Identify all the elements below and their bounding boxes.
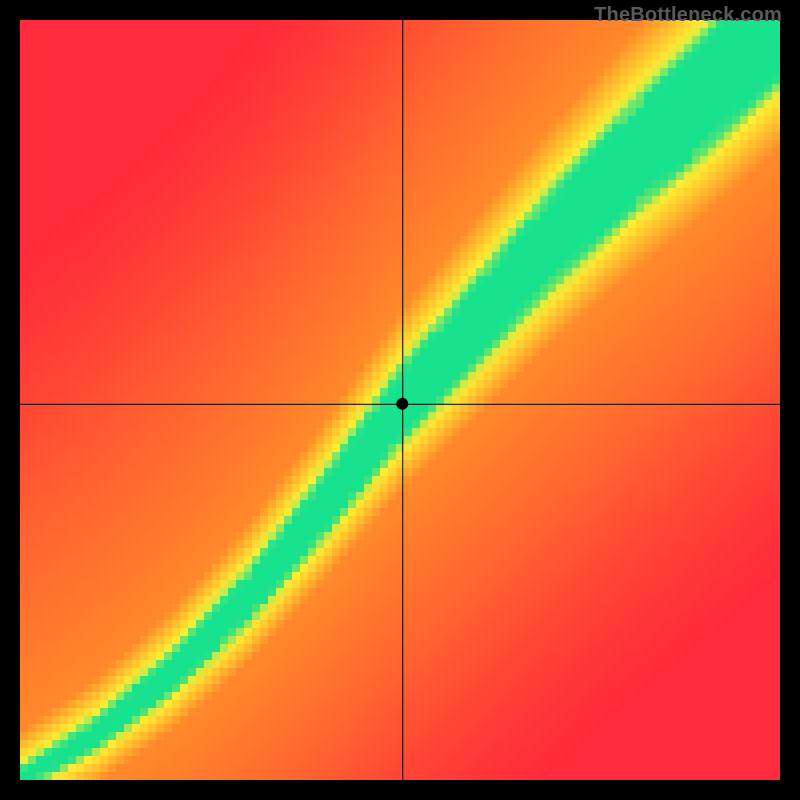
attribution-text: TheBottleneck.com: [594, 4, 782, 27]
chart-container: TheBottleneck.com: [0, 0, 800, 800]
bottleneck-heatmap: [0, 0, 800, 800]
